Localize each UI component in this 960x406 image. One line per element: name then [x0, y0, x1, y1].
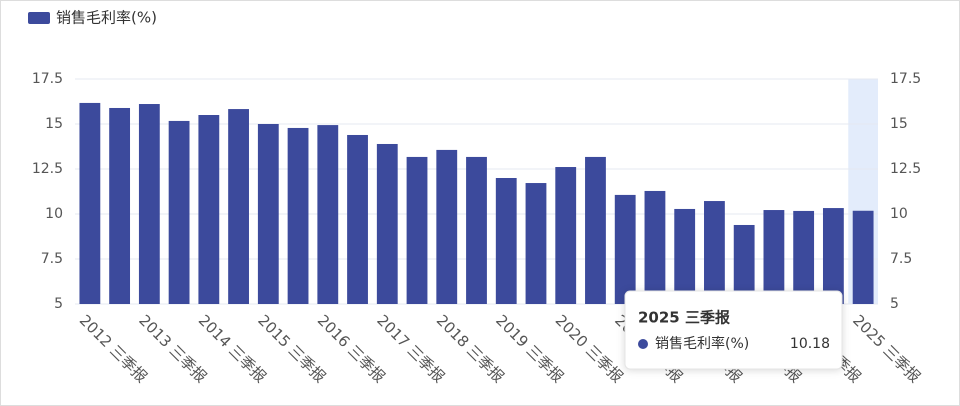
bar — [406, 156, 428, 304]
bar — [228, 109, 249, 304]
y-tick-label: 17.5 — [32, 71, 63, 87]
bar — [138, 104, 160, 305]
y-tick-label: 5 — [54, 296, 63, 312]
bar — [287, 127, 309, 305]
bar — [168, 120, 190, 304]
bar — [704, 201, 725, 304]
bar — [763, 210, 785, 304]
y2-tick-label: 12.5 — [890, 161, 921, 177]
bar — [198, 115, 220, 304]
y2-tick-label: 5 — [890, 296, 899, 312]
bar — [317, 125, 339, 304]
bar — [257, 124, 279, 304]
y2-tick-label: 15 — [890, 116, 908, 132]
tooltip-marker — [638, 339, 648, 349]
bar — [79, 102, 101, 304]
bar — [347, 134, 368, 304]
bar — [436, 149, 458, 304]
legend-label[interactable]: 销售毛利率(%) — [56, 9, 157, 27]
y2-tick-label: 10 — [890, 206, 908, 222]
bar — [822, 208, 844, 304]
bar — [376, 143, 398, 304]
tooltip-series: 销售毛利率(%) — [655, 335, 749, 352]
y2-tick-label: 17.5 — [890, 71, 921, 87]
tooltip-title: 2025 三季报 — [638, 309, 730, 327]
bar — [585, 156, 606, 304]
bar — [852, 210, 874, 304]
bar — [644, 190, 666, 304]
bar — [555, 167, 577, 304]
bar — [733, 224, 755, 304]
bar — [793, 210, 815, 304]
bar — [109, 107, 131, 304]
tooltip-value: 10.18 — [790, 336, 830, 352]
bar — [674, 208, 696, 304]
y-tick-label: 12.5 — [32, 161, 63, 177]
legend-swatch[interactable] — [28, 12, 50, 24]
tooltip: 2025 三季报 销售毛利率(%) 10.18 — [624, 290, 843, 370]
tooltip-box — [624, 290, 843, 370]
bar — [525, 183, 547, 304]
y-tick-label: 10 — [45, 206, 63, 222]
y-tick-label: 7.5 — [41, 251, 63, 267]
bar — [466, 156, 487, 304]
y-tick-label: 15 — [45, 116, 63, 132]
bar — [614, 194, 636, 304]
bar — [495, 178, 517, 304]
legend[interactable]: 销售毛利率(%) — [28, 9, 157, 27]
y2-tick-label: 7.5 — [890, 251, 912, 267]
